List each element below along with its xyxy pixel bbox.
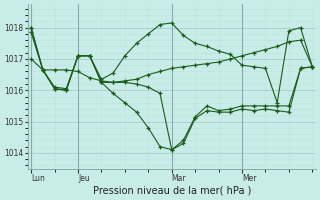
X-axis label: Pression niveau de la mer( hPa ): Pression niveau de la mer( hPa ) [92, 186, 251, 196]
